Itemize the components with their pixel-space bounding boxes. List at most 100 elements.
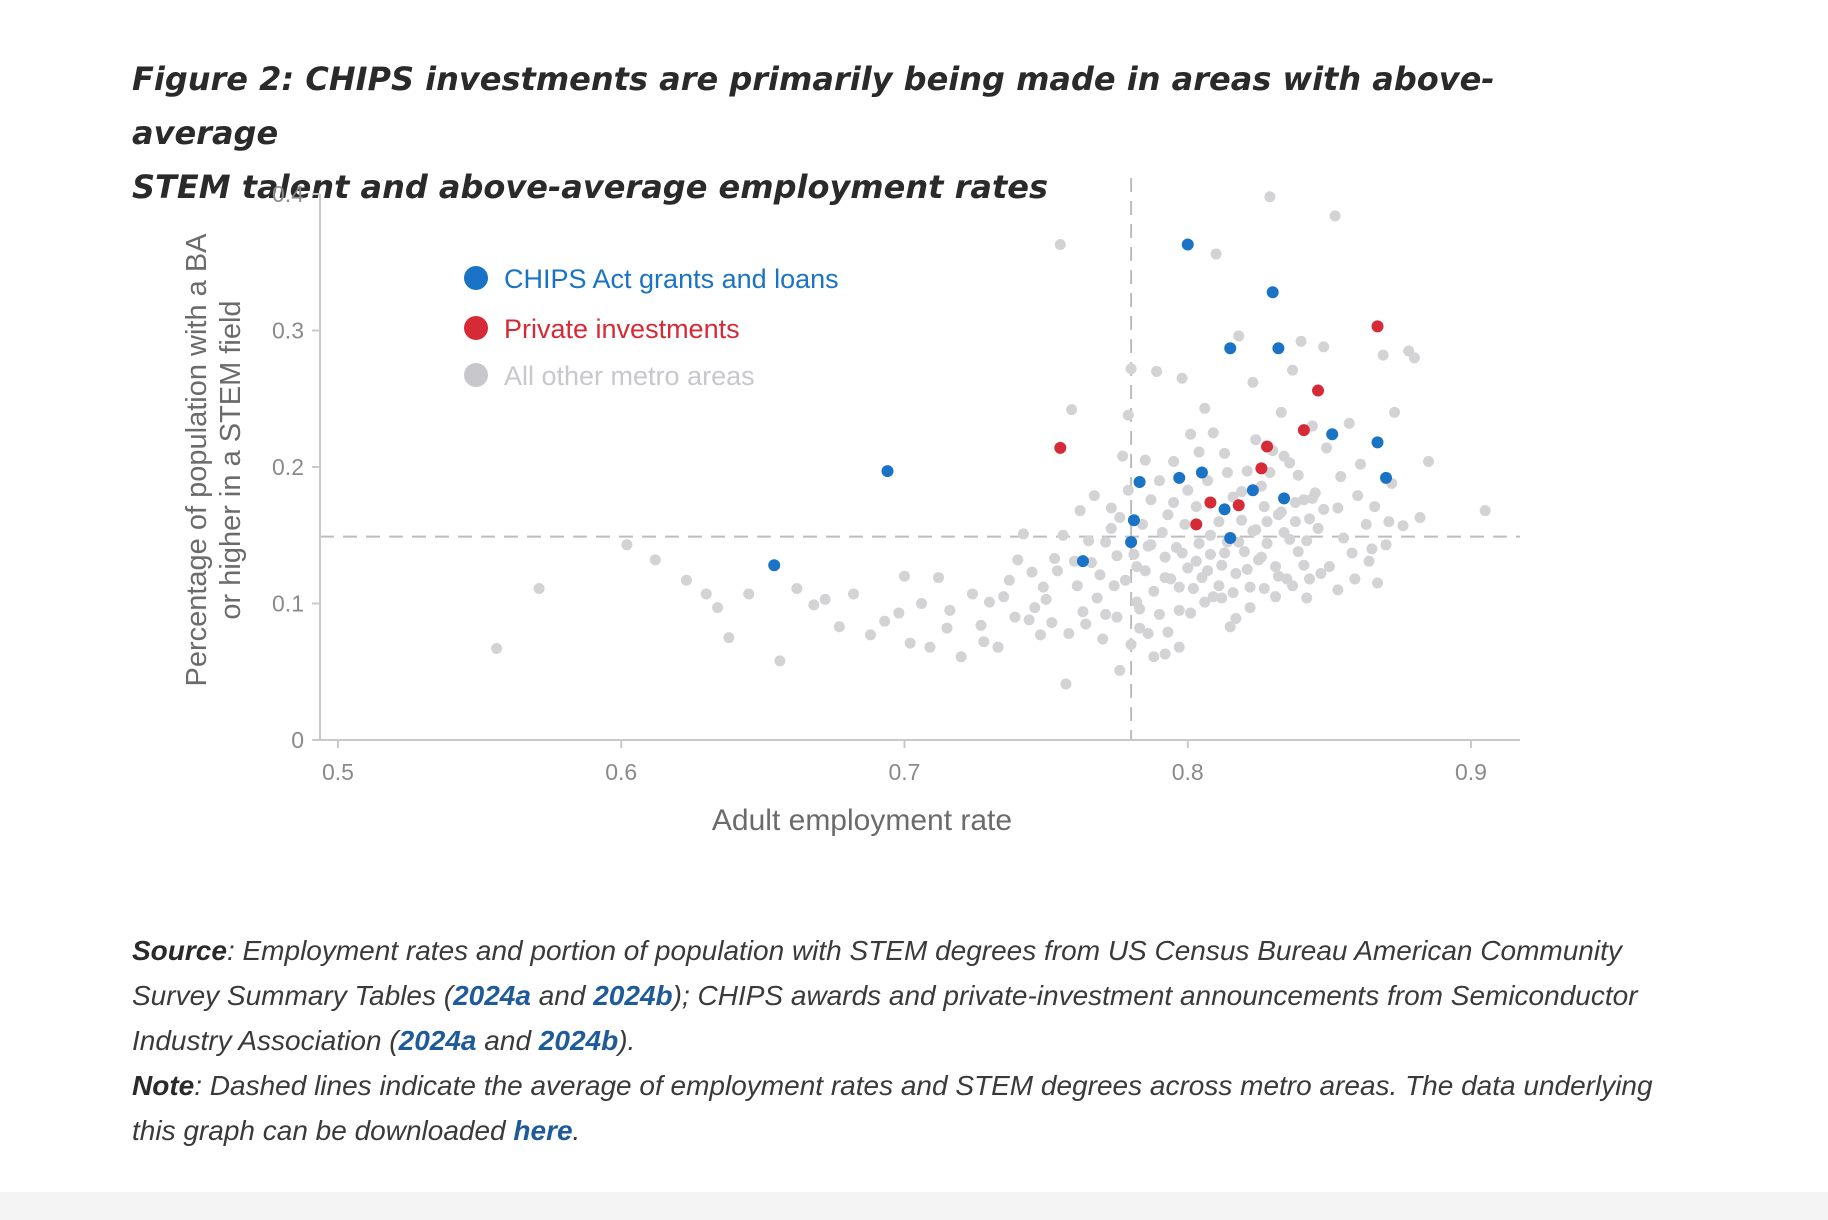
metro-point: [1105, 522, 1117, 534]
metro-point: [1275, 506, 1287, 518]
metro-point: [1148, 585, 1160, 597]
y-tick-label: 0.1: [272, 591, 304, 617]
metro-point: [1134, 622, 1146, 634]
metro-point: [1292, 469, 1304, 481]
metro-point: [932, 572, 944, 584]
metro-point: [1301, 535, 1313, 547]
y-tick-label: 0: [291, 727, 304, 753]
metro-point: [1213, 580, 1225, 592]
private-point: [1054, 441, 1067, 454]
note-label: Note: [132, 1070, 195, 1101]
note-text: : Dashed lines indicate the average of e…: [132, 1070, 1653, 1146]
metro-point: [1233, 330, 1245, 342]
metro-point: [1352, 490, 1364, 502]
x-tick-label: 0.5: [322, 759, 354, 785]
metro-point: [1176, 372, 1188, 384]
chips-point: [1278, 492, 1291, 505]
link-download-here[interactable]: here: [513, 1115, 573, 1146]
chips-point: [1266, 286, 1279, 299]
metro-point: [1128, 548, 1140, 560]
metro-point: [1298, 559, 1310, 571]
metro-point: [1414, 512, 1426, 524]
private-point: [1190, 518, 1203, 531]
series-private-investments: [1054, 320, 1384, 531]
metro-point: [1289, 496, 1301, 508]
metro-point: [1193, 446, 1205, 458]
metro-point: [649, 554, 661, 566]
metro-point: [941, 622, 953, 634]
metro-point: [1343, 417, 1355, 429]
figure-title-line-1: Figure 2: CHIPS investments are primaril…: [132, 60, 1495, 152]
metro-point: [1261, 516, 1273, 528]
metro-point: [819, 593, 831, 605]
metro-point: [1204, 548, 1216, 560]
link-sia-2024a[interactable]: 2024a: [398, 1025, 477, 1056]
metro-point: [1054, 239, 1066, 251]
private-point: [1297, 424, 1310, 437]
metro-point: [1176, 547, 1188, 559]
metro-point: [966, 588, 978, 600]
metro-point: [1153, 475, 1165, 487]
metro-point: [1216, 592, 1228, 604]
x-axis-label: Adult employment rate: [712, 804, 1012, 837]
and-text-1: and: [530, 980, 594, 1011]
metro-point: [1335, 471, 1347, 483]
chips-point: [1326, 428, 1339, 441]
metro-point: [680, 574, 692, 586]
metro-point: [1108, 580, 1120, 592]
link-acs-2024b[interactable]: 2024b: [593, 980, 673, 1011]
metro-point: [1224, 621, 1236, 633]
metro-point: [1185, 428, 1197, 440]
metro-point: [743, 588, 755, 600]
legend-marker: [464, 363, 488, 387]
metro-point: [1408, 352, 1420, 364]
private-point: [1371, 320, 1384, 333]
metro-point: [1338, 532, 1350, 544]
metro-point: [1219, 547, 1231, 559]
metro-point: [1423, 456, 1435, 468]
y-tick-label: 0.2: [272, 454, 304, 480]
metro-point: [1159, 551, 1171, 563]
link-sia-2024b[interactable]: 2024b: [538, 1025, 619, 1056]
metro-point: [1066, 404, 1078, 416]
metro-point: [1199, 402, 1211, 414]
metro-point: [1105, 502, 1117, 514]
metro-point: [1145, 494, 1157, 506]
metro-point: [1091, 592, 1103, 604]
metro-point: [1250, 434, 1262, 446]
metro-point: [1190, 555, 1202, 567]
series-other-metro-areas: [491, 191, 1491, 690]
legend-label: Private investments: [504, 314, 740, 344]
metro-point: [1068, 555, 1080, 567]
metro-point: [1077, 606, 1089, 618]
metro-point: [1207, 591, 1219, 603]
source-text-2: ); CHIPS awards and private-investment a…: [132, 980, 1638, 1056]
metro-point: [1264, 191, 1276, 203]
metro-point: [1139, 565, 1151, 577]
metro-point: [491, 643, 503, 655]
metro-point: [1094, 569, 1106, 581]
link-acs-2024a[interactable]: 2024a: [453, 980, 531, 1011]
x-tick-label: 0.8: [1172, 759, 1204, 785]
metro-point: [1397, 520, 1409, 532]
metro-point: [1292, 546, 1304, 558]
metro-point: [1227, 491, 1239, 503]
metro-point: [1142, 628, 1154, 640]
metro-point: [1182, 484, 1194, 496]
metro-point: [1227, 587, 1239, 599]
metro-point: [1355, 458, 1367, 470]
metro-point: [1360, 518, 1372, 530]
metro-point: [723, 632, 735, 644]
metro-point: [1380, 539, 1392, 551]
metro-point: [1051, 565, 1063, 577]
metro-point: [1289, 516, 1301, 528]
metro-point: [1270, 561, 1282, 573]
chips-point: [1076, 555, 1089, 568]
chips-point: [1127, 514, 1140, 527]
metro-point: [1236, 514, 1248, 526]
source-text-1: : Employment rates and portion of popula…: [132, 935, 1622, 1011]
metro-point: [1312, 522, 1324, 534]
metro-point: [1063, 628, 1075, 640]
metro-point: [998, 591, 1010, 603]
source-paragraph: Source: Employment rates and portion of …: [132, 928, 1692, 1063]
